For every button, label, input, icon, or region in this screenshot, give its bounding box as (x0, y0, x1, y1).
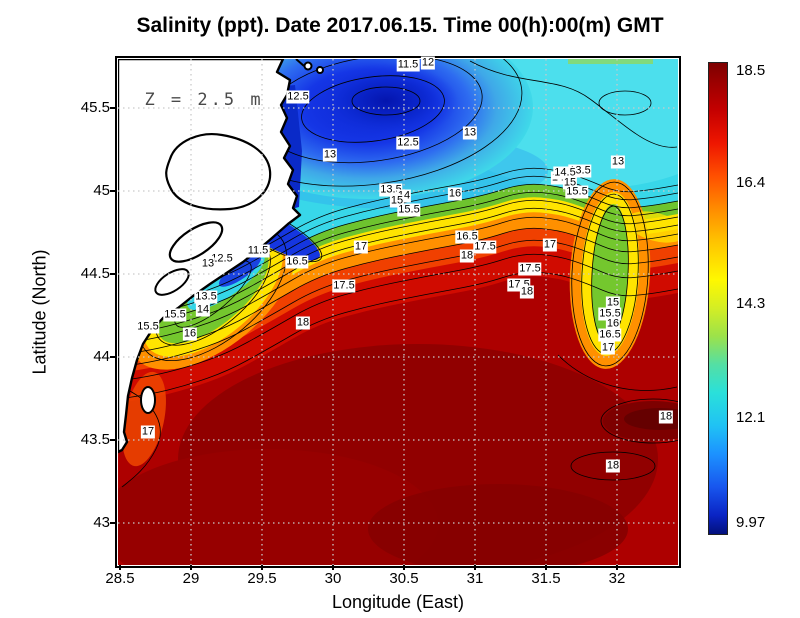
contour-label: 15.5 (598, 307, 622, 321)
contour-label: 17 (140, 425, 156, 439)
x-tick-label: 30.5 (389, 570, 419, 587)
contour-label: 14 (195, 303, 211, 317)
y-tick-label: 45 (93, 182, 110, 199)
contour-line (118, 253, 678, 382)
contour-label: 16 (182, 327, 198, 341)
lagoon-outline (168, 221, 224, 263)
contour-label: 12.5 (396, 136, 420, 150)
y-tick-mark (110, 190, 116, 192)
x-tick-mark (332, 565, 334, 570)
contour-line (118, 227, 678, 356)
y-tick-label: 43.5 (80, 431, 110, 448)
contour-label: 15.5 (565, 185, 589, 199)
contour-label: 16.5 (455, 230, 479, 244)
contour-label: 17.5 (518, 262, 542, 276)
contour-label: 15 (605, 296, 621, 310)
contour-label: 11.5 (246, 244, 270, 258)
x-tick-label: 29 (182, 570, 200, 587)
contour-line (118, 216, 678, 345)
plot-border (115, 56, 681, 568)
y-tick-mark (110, 356, 116, 358)
colorbar-tick-label: 12.1 (736, 409, 766, 426)
y-tick-mark (110, 439, 116, 441)
chart-title: Salinity (ppt). Date 2017.06.15. Time 00… (136, 14, 664, 37)
colorbar-tick-label: 18.5 (736, 62, 766, 79)
colorbar-tick-label: 16.4 (736, 174, 766, 191)
contour-label: 12.5 (210, 252, 234, 266)
delta-island (316, 66, 324, 74)
contour-label: 17 (542, 238, 558, 252)
lagoon-outline (140, 386, 156, 414)
contour-label: 16.5 (285, 255, 309, 269)
contour-label: 18 (605, 459, 621, 473)
depth-annotation: Z = 2.5 m (144, 90, 264, 110)
x-tick-mark (545, 565, 547, 570)
contour-label: 18 (658, 410, 674, 424)
x-tick-label: 32 (608, 570, 626, 587)
contour-line (118, 199, 678, 328)
delta-island (303, 61, 313, 71)
contour-label: 13 (610, 155, 626, 169)
delta-channel (295, 59, 305, 67)
x-tick-label: 30 (324, 570, 342, 587)
colorbar-tick-label: 14.3 (736, 295, 766, 312)
x-axis-label: Longitude (East) (331, 592, 465, 612)
colorbar (708, 62, 728, 535)
contour-label: 13 (462, 126, 478, 140)
x-tick-label: 31 (466, 570, 484, 587)
contour-label: 14.5 (553, 166, 577, 180)
contour-label: 18 (519, 285, 535, 299)
x-tick-label: 29.5 (247, 570, 277, 587)
contour-label: 18 (295, 316, 311, 330)
map-canvas (118, 59, 678, 565)
contour-label: 15.5 (136, 320, 160, 334)
x-tick-mark (261, 565, 263, 570)
contour-label: 18 (459, 249, 475, 263)
contour-label: 13.5 (194, 290, 218, 304)
y-tick-mark (110, 522, 116, 524)
contour-label: 17.5 (473, 240, 497, 254)
y-tick-label: 44.5 (80, 265, 110, 282)
contour-label: 13 (322, 148, 338, 162)
x-tick-label: 28.5 (105, 570, 135, 587)
contour-label: 16 (447, 187, 463, 201)
y-tick-label: 45.5 (80, 99, 110, 116)
y-tick-mark (110, 273, 116, 275)
contour-label: 15.5 (163, 308, 187, 322)
colorbar-tick-label: 9.97 (736, 514, 766, 531)
contour-label: 12 (420, 56, 436, 70)
contour-label: 13 (200, 257, 216, 271)
x-tick-mark (616, 565, 618, 570)
contour-label: 15.5 (397, 203, 421, 217)
y-tick-mark (110, 107, 116, 109)
y-axis-label: Latitude (North) (29, 249, 50, 375)
contour-line (118, 239, 678, 368)
contour-line (118, 183, 678, 312)
contour-label: 16 (605, 317, 621, 331)
contour-label: 16.5 (598, 328, 622, 342)
contour-line (118, 207, 678, 336)
contour-label: 12.5 (286, 90, 310, 104)
contour-label: 17 (600, 341, 616, 355)
contour-line (118, 271, 678, 400)
x-tick-label: 31.5 (531, 570, 561, 587)
y-tick-label: 44 (93, 348, 110, 365)
x-tick-mark (403, 565, 405, 570)
contour-label: 17 (353, 240, 369, 254)
contour-label: 17.5 (332, 279, 356, 293)
x-tick-mark (190, 565, 192, 570)
contour-label: 13.5 (379, 183, 403, 197)
lagoon-outline (154, 268, 190, 296)
y-tick-label: 43 (93, 514, 110, 531)
x-tick-mark (119, 565, 121, 570)
x-tick-mark (474, 565, 476, 570)
contour-label: 11.5 (396, 58, 420, 72)
